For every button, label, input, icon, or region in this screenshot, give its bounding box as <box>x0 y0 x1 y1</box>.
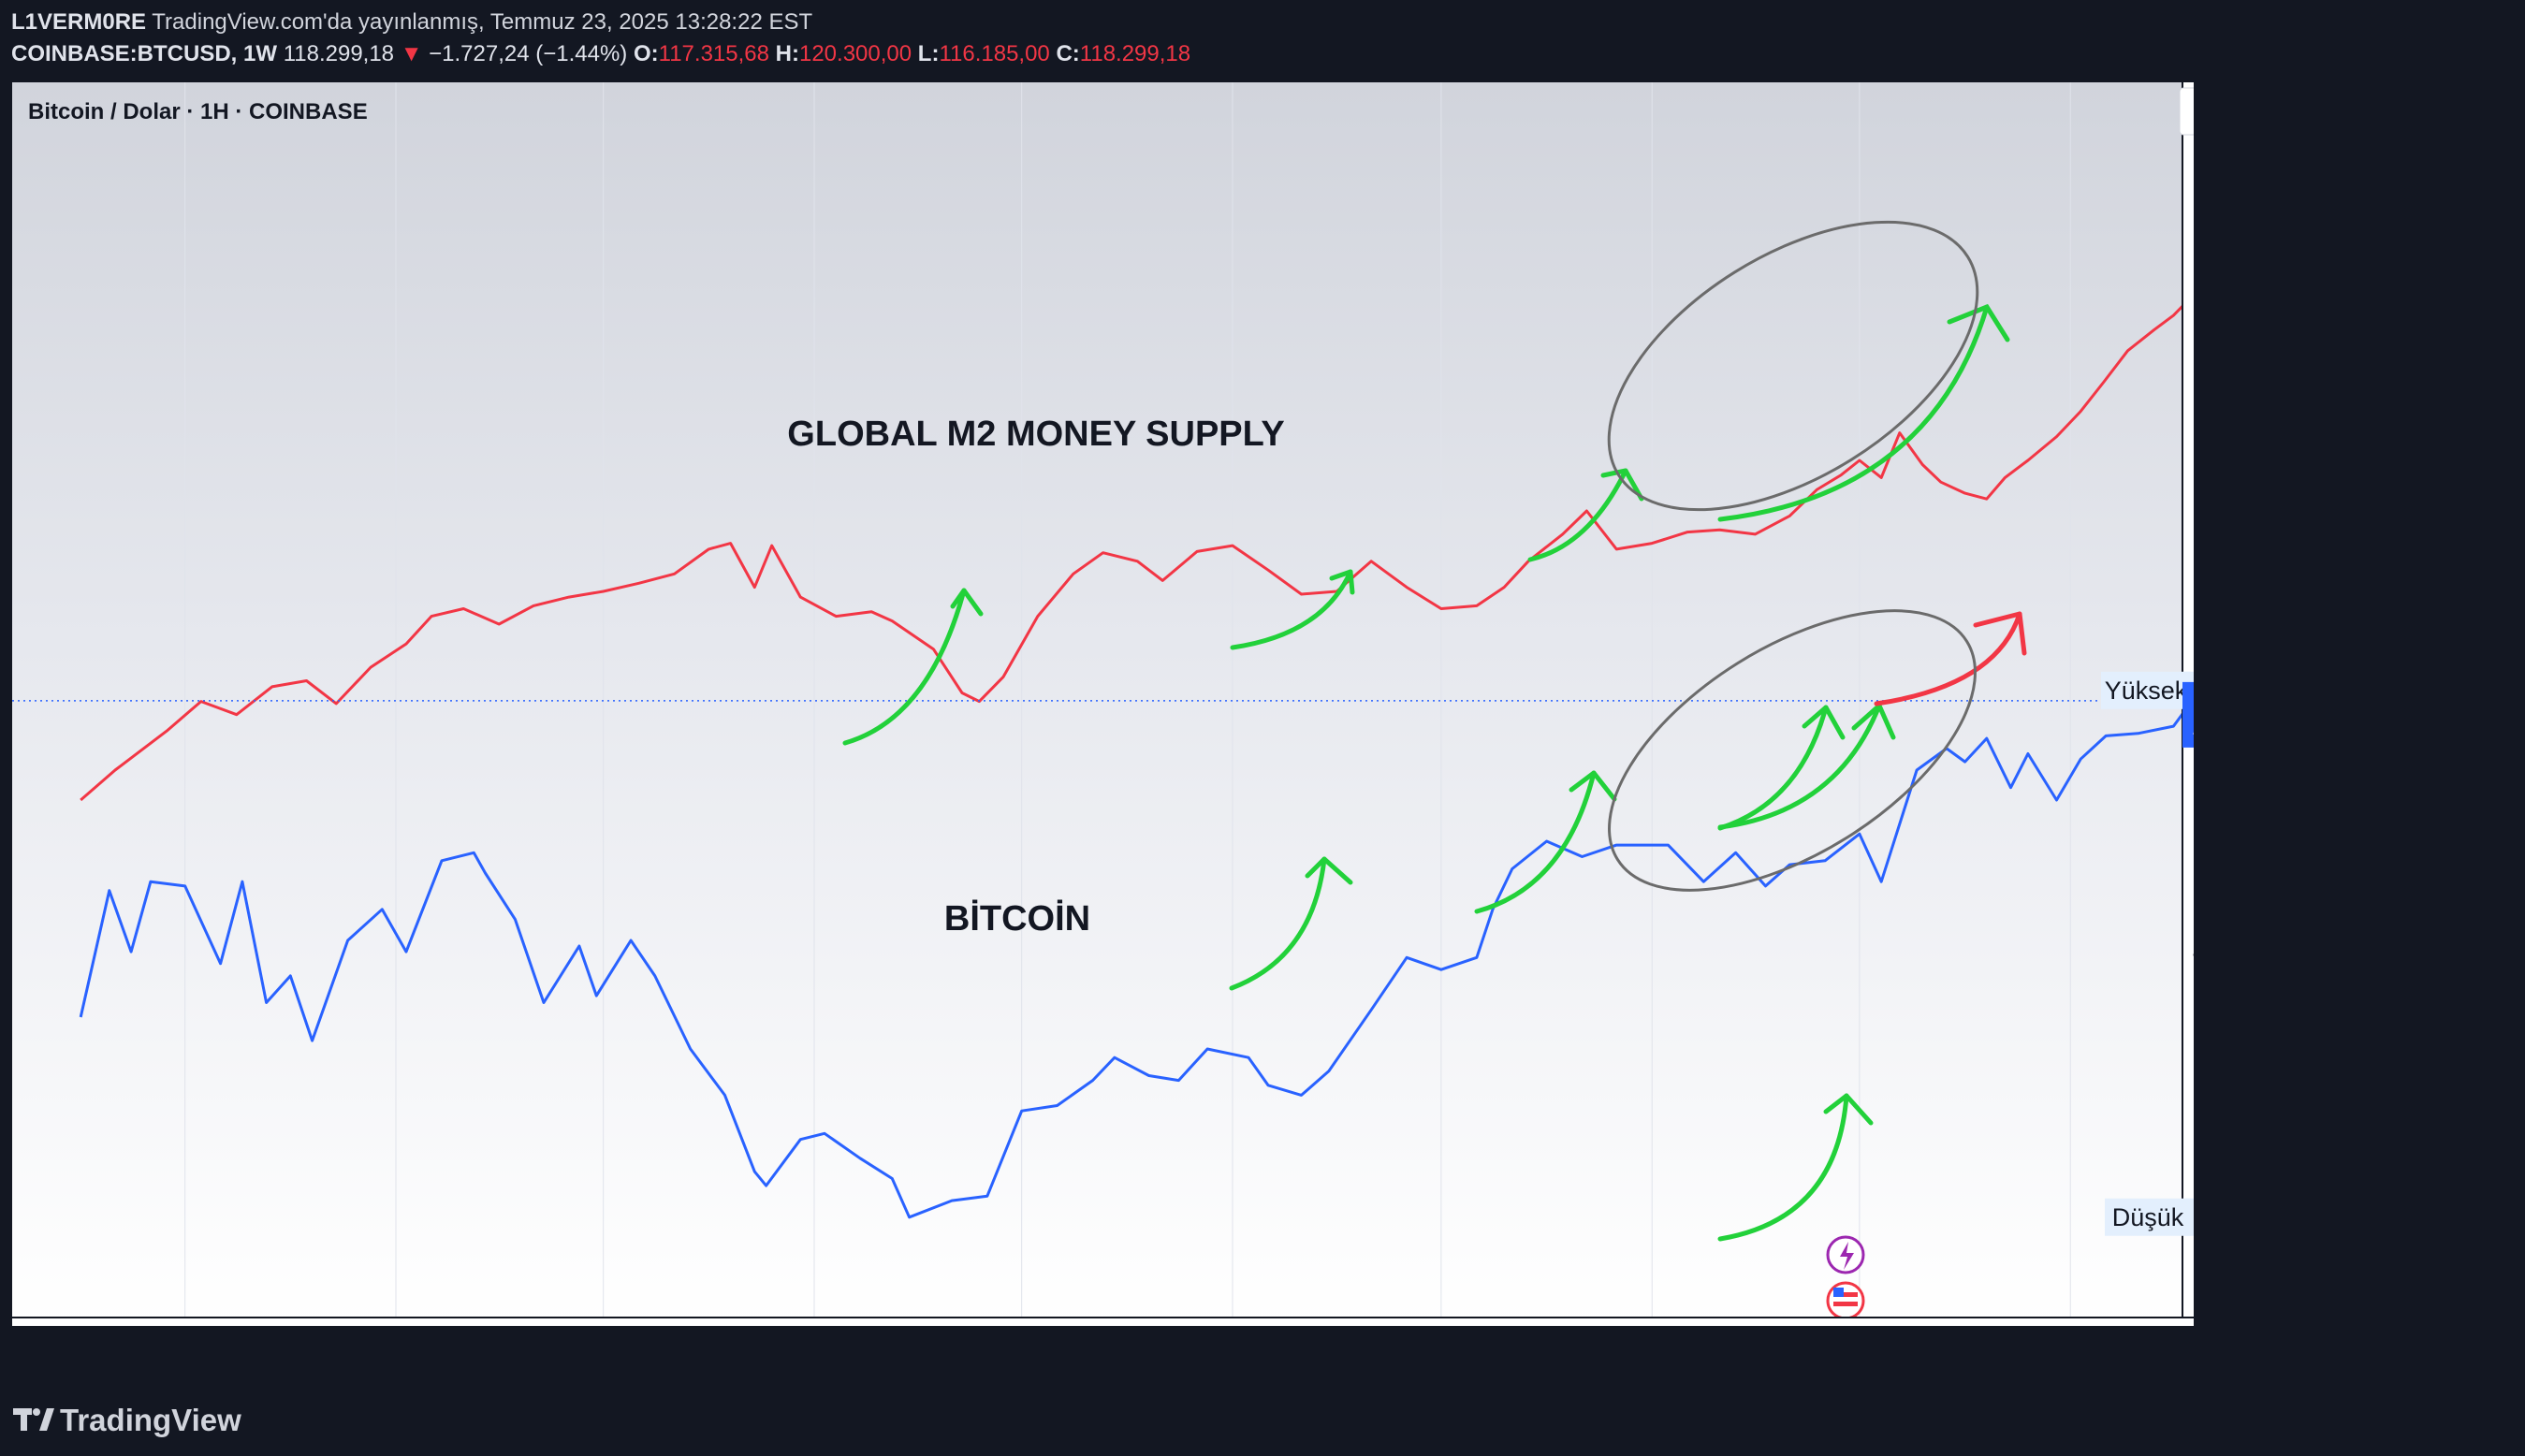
ohlc-line: COINBASE:BTCUSD, 1W 118.299,18 ▼ −1.727,… <box>11 41 1190 67</box>
price-tick-label: 700.000,00 <box>2193 235 2194 264</box>
high-value: 120.300,00 <box>798 41 912 66</box>
price-change: −1.727,24 (−1.44%) <box>429 41 628 66</box>
low-value-bg <box>2185 1198 2194 1236</box>
publish-info: TradingView.com'da yayınlanmış, Temmuz 2… <box>152 9 813 35</box>
green-arrow <box>1229 856 1327 991</box>
green-arrow <box>1717 304 1990 522</box>
btc-annotation[interactable]: BİTCOİN <box>944 899 1090 939</box>
price-tick-label: 200.000,00 <box>2193 552 2194 581</box>
m2-annotation[interactable]: GLOBAL M2 MONEY SUPPLY <box>787 415 1284 454</box>
tradingview-wordmark: TradingView <box>60 1403 241 1437</box>
close-label: C: <box>1056 41 1080 66</box>
green-arrow <box>1717 705 1829 831</box>
price-tick-label: 1.000.000,00 <box>2193 144 2194 173</box>
price-tag-value: 118.299,18 <box>2193 686 2194 715</box>
price-chart[interactable]: USDUSD1.000.000,00700.000,00540.000,0038… <box>12 82 2194 1326</box>
price-tag[interactable]: 118.299,184d 6h <box>2182 681 2194 748</box>
green-arrowhead <box>1947 303 2010 342</box>
price-tick-label: 20.000,00 <box>2193 1137 2194 1166</box>
currency-box-a[interactable]: USD <box>2179 87 2194 136</box>
green-arrow <box>1474 770 1597 914</box>
open-label: O: <box>633 41 659 66</box>
currency-box-a-frame[interactable] <box>2179 87 2194 136</box>
red-arrowhead <box>1973 611 2027 656</box>
price-tick-label: 80.000,00 <box>2193 785 2194 814</box>
low-value: 15.460,00 <box>2193 1202 2194 1231</box>
high-label: Yüksek <box>2105 677 2188 705</box>
axes: USDUSD1.000.000,00700.000,00540.000,0038… <box>12 82 2194 1326</box>
green-arrowhead <box>1802 705 1846 740</box>
green-arrowhead <box>950 588 984 617</box>
price-tick-label: 280.000,00 <box>2193 467 2194 496</box>
down-arrow-icon: ▼ <box>400 41 423 66</box>
high-label: H: <box>775 41 799 66</box>
last-price: 118.299,18 <box>283 41 395 66</box>
price-tick-label: 60.000,00 <box>2193 858 2194 887</box>
time-axis-panel <box>12 1318 2194 1326</box>
price-tick-label: 380.000,00 <box>2193 389 2194 418</box>
low-marker: Düşük 15.460,00 <box>2105 1198 2194 1236</box>
us-flag-icon[interactable] <box>1826 1281 1865 1320</box>
green-arrow <box>1717 703 1882 830</box>
low-label: L: <box>917 41 940 66</box>
price-tag-countdown: 4d 6h <box>2193 716 2194 744</box>
legend-title[interactable]: Bitcoin / Dolar · 1H · COINBASE <box>28 99 368 124</box>
close-value: 118.299,18 <box>1079 41 1191 66</box>
green-arrowhead <box>1600 468 1644 502</box>
green-arrow <box>842 588 967 746</box>
chart-header: L1VERM0RE TradingView.com'da yayınlanmış… <box>11 6 1415 71</box>
flag-stripe <box>1833 1292 1858 1297</box>
red-projection-arrow <box>1874 611 2022 706</box>
green-arrow <box>1717 1093 1849 1242</box>
green-arrowhead <box>1569 770 1617 802</box>
plot-background <box>12 82 2194 1326</box>
green-arrow <box>1230 569 1353 650</box>
lightning-bolt-icon <box>1840 1242 1854 1270</box>
green-arrowhead <box>1305 856 1353 885</box>
high-label-bg <box>2101 671 2191 709</box>
price-tick-label: 540.000,00 <box>2193 300 2194 329</box>
price-tick-label: 44.000,00 <box>2193 937 2194 966</box>
flag-stripe <box>1833 1302 1858 1306</box>
flag-canton <box>1833 1288 1844 1297</box>
green-arrow <box>1527 468 1628 562</box>
price-tick-label: 26.000,00 <box>2193 1070 2194 1099</box>
plot-area[interactable] <box>12 163 2194 1320</box>
price-tag-bg[interactable] <box>2182 681 2194 748</box>
btc-highlight-ellipse <box>1608 609 1977 892</box>
time-gridlines <box>184 82 2071 1318</box>
green-arrowhead <box>1823 1093 1874 1126</box>
green-arrowhead <box>1329 569 1355 595</box>
symbol-label[interactable]: COINBASE:BTCUSD, 1W <box>11 41 278 66</box>
open-value: 117.315,68 <box>658 41 769 66</box>
price-tick-label: 34.000,00 <box>2193 1002 2194 1031</box>
tradingview-logo-icon <box>13 1408 54 1431</box>
chart-pane[interactable]: USDUSD1.000.000,00700.000,00540.000,0038… <box>12 82 2194 1326</box>
low-label-bg <box>2105 1198 2191 1236</box>
tradingview-brand[interactable]: TradingView <box>11 1399 386 1444</box>
price-tick-label: 11.500,00 <box>2193 1277 2194 1306</box>
low-label: Düşük <box>2112 1203 2184 1231</box>
m2-series-line[interactable] <box>80 292 2194 802</box>
publisher-name[interactable]: L1VERM0RE <box>11 9 147 35</box>
price-tick-label: 150.000,00 <box>2193 625 2194 654</box>
low-value: 116.185,00 <box>939 41 1050 66</box>
m2-highlight-ellipse <box>1607 220 1979 512</box>
high-marker: Yüksek123.231,07 <box>2101 671 2194 709</box>
publish-line: L1VERM0RE TradingView.com'da yayınlanmış… <box>11 9 812 36</box>
